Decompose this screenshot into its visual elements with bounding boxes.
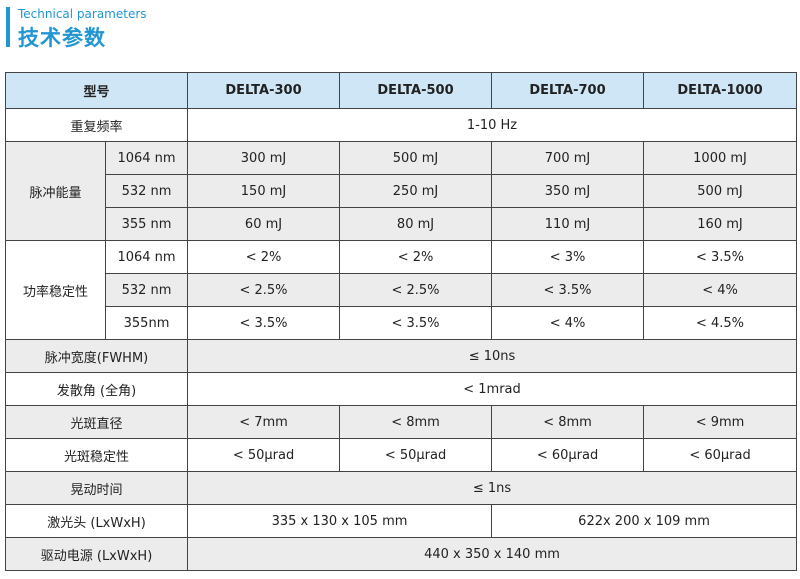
table-row: 355nm < 3.5% < 3.5% < 4% < 4.5% bbox=[6, 306, 798, 340]
cell-value: 60 mJ bbox=[187, 207, 341, 241]
cell-value: 500 mJ bbox=[339, 141, 493, 175]
row-label: 功率稳定性 bbox=[5, 240, 106, 340]
table-row: 晃动时间 ≤ 1ns bbox=[4, 471, 798, 505]
wavelength-label: 532 nm bbox=[104, 273, 189, 307]
cell-value: ≤ 1ns bbox=[187, 471, 798, 505]
cell-value: < 3% bbox=[491, 240, 645, 274]
cell-value: < 50μrad bbox=[339, 438, 493, 472]
cell-value: 500 mJ bbox=[643, 174, 798, 208]
table-row: 532 nm 150 mJ 250 mJ 350 mJ 500 mJ bbox=[6, 174, 798, 208]
table-row: 激光头 (LxWxH) 335 x 130 x 105 mm 622x 200 … bbox=[4, 504, 798, 538]
cell-value: 160 mJ bbox=[643, 207, 798, 241]
cell-value: < 60μrad bbox=[491, 438, 645, 472]
table-row: 发散角 (全角) < 1mrad bbox=[4, 372, 798, 406]
table-row: 脉冲宽度(FWHM) ≤ 10ns bbox=[4, 339, 798, 373]
row-label: 驱动电源 (LxWxH) bbox=[4, 537, 189, 571]
table-row: 脉冲能量 1064 nm 300 mJ 500 mJ 700 mJ 1000 m… bbox=[5, 141, 798, 241]
cell-value: < 3.5% bbox=[187, 306, 341, 340]
row-label: 激光头 (LxWxH) bbox=[4, 504, 189, 538]
table-row: 355 nm 60 mJ 80 mJ 110 mJ 160 mJ bbox=[6, 207, 798, 241]
cell-value: < 60μrad bbox=[643, 438, 798, 472]
cell-value: < 4% bbox=[643, 273, 798, 307]
cell-value: < 3.5% bbox=[491, 273, 645, 307]
model-name: DELTA-700 bbox=[491, 72, 645, 109]
wavelength-label: 1064 nm bbox=[104, 240, 189, 274]
cell-value: < 4.5% bbox=[643, 306, 798, 340]
accent-bar bbox=[6, 7, 10, 47]
table-header-row: 型号 DELTA-300 DELTA-500 DELTA-700 DELTA-1… bbox=[4, 72, 798, 109]
row-label: 脉冲宽度(FWHM) bbox=[4, 339, 189, 373]
cell-value: 700 mJ bbox=[491, 141, 645, 175]
spec-table: 型号 DELTA-300 DELTA-500 DELTA-700 DELTA-1… bbox=[4, 72, 798, 571]
cell-value: 440 x 350 x 140 mm bbox=[187, 537, 798, 571]
cell-value: < 7mm bbox=[187, 405, 341, 439]
cell-value: 150 mJ bbox=[187, 174, 341, 208]
wavelength-label: 355 nm bbox=[104, 207, 189, 241]
cell-value: < 3.5% bbox=[339, 306, 493, 340]
cell-value: < 9mm bbox=[643, 405, 798, 439]
model-name: DELTA-300 bbox=[187, 72, 341, 109]
model-label: 型号 bbox=[4, 72, 189, 109]
model-name: DELTA-1000 bbox=[643, 72, 798, 109]
model-name: DELTA-500 bbox=[339, 72, 493, 109]
cell-value: 622x 200 x 109 mm bbox=[491, 504, 798, 538]
row-label: 光斑直径 bbox=[4, 405, 189, 439]
row-label: 光斑稳定性 bbox=[4, 438, 189, 472]
wavelength-label: 532 nm bbox=[104, 174, 189, 208]
cell-value: < 2.5% bbox=[187, 273, 341, 307]
table-row: 532 nm < 2.5% < 2.5% < 3.5% < 4% bbox=[6, 273, 798, 307]
section-title: 技术参数 bbox=[18, 26, 106, 50]
table-row: 重复频率 1-10 Hz bbox=[4, 108, 798, 142]
cell-value: < 50μrad bbox=[187, 438, 341, 472]
row-label: 发散角 (全角) bbox=[4, 372, 189, 406]
cell-value: < 8mm bbox=[491, 405, 645, 439]
table-row: 光斑稳定性 < 50μrad < 50μrad < 60μrad < 60μra… bbox=[4, 438, 798, 472]
table-row: 光斑直径 < 7mm < 8mm < 8mm < 9mm bbox=[4, 405, 798, 439]
cell-value: 300 mJ bbox=[187, 141, 341, 175]
cell-value: 1000 mJ bbox=[643, 141, 798, 175]
cell-value: < 8mm bbox=[339, 405, 493, 439]
cell-value: < 2.5% bbox=[339, 273, 493, 307]
table-row: 驱动电源 (LxWxH) 440 x 350 x 140 mm bbox=[4, 537, 798, 571]
cell-value: 350 mJ bbox=[491, 174, 645, 208]
cell-value: 110 mJ bbox=[491, 207, 645, 241]
cell-value: < 2% bbox=[339, 240, 493, 274]
cell-value: 1-10 Hz bbox=[187, 108, 798, 142]
cell-value: < 2% bbox=[187, 240, 341, 274]
table-row: 功率稳定性 1064 nm < 2% < 2% < 3% < 3.5% bbox=[5, 240, 798, 340]
row-label: 重复频率 bbox=[4, 108, 189, 142]
cell-value: < 4% bbox=[491, 306, 645, 340]
cell-value: 335 x 130 x 105 mm bbox=[187, 504, 493, 538]
wavelength-label: 1064 nm bbox=[104, 141, 189, 175]
wavelength-label: 355nm bbox=[104, 306, 189, 340]
cell-value: ≤ 10ns bbox=[187, 339, 798, 373]
row-label: 脉冲能量 bbox=[5, 141, 106, 241]
cell-value: < 1mrad bbox=[187, 372, 798, 406]
cell-value: 80 mJ bbox=[339, 207, 493, 241]
row-label: 晃动时间 bbox=[4, 471, 189, 505]
cell-value: 250 mJ bbox=[339, 174, 493, 208]
cell-value: < 3.5% bbox=[643, 240, 798, 274]
section-subtitle: Technical parameters bbox=[18, 7, 147, 21]
